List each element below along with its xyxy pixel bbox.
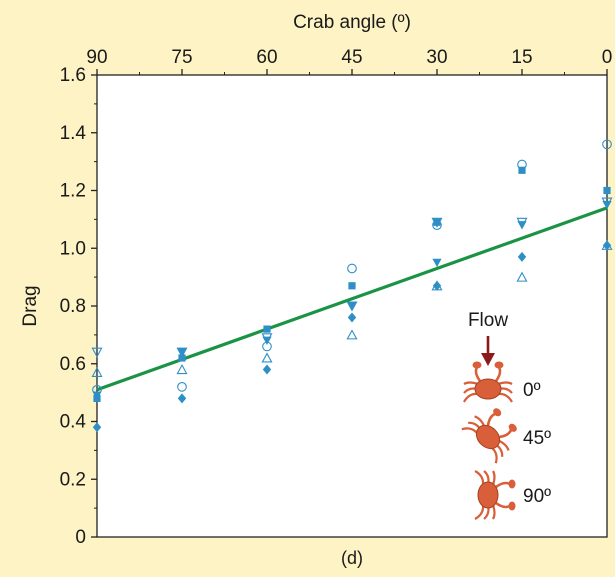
crab-claw [472,361,482,369]
data-point-open-down-triangle [601,197,613,208]
crab-angle-label: 45º [523,428,551,449]
data-point-filled-down-triangle [177,348,187,357]
y-tick-label: 1.4 [60,123,87,144]
data-point-filled-diamond [177,393,187,404]
crab-claw [493,408,502,417]
crab-body [477,481,499,509]
crab-claw [508,479,516,489]
flow-legend: Flow 0º 45º 90º [461,310,551,520]
crab-angle-label: 90º [523,486,551,507]
data-point-open-down-triangle [516,217,528,228]
data-point-filled-diamond [602,240,612,251]
data-point-filled-down-triangle [347,302,357,311]
crab-body [475,424,501,450]
y-tick-label: 1.2 [60,181,86,202]
data-point-filled-diamond [92,422,102,433]
y-tick-labels: 0 0.2 0.4 0.6 0.8 1.0 1.2 1.4 1.6 [60,65,87,548]
crab-angle-label: 0º [523,380,541,401]
data-point-filled-square [348,282,356,290]
y-tick-label: 0 [75,527,86,548]
data-point-open-down-triangle [431,217,443,228]
y-axis-title: Drag [20,285,41,326]
x-tick-labels: 90 75 60 45 30 15 0 [86,47,612,68]
data-point-open-circle [347,263,357,274]
y-tick-label: 1.6 [60,65,86,86]
x-axis-title: Crab angle (º) [293,12,411,33]
data-point-open-up-triangle [91,366,103,377]
data-points [91,139,613,433]
data-point-filled-square [178,354,186,362]
data-point-filled-square [603,186,611,195]
y-tick-label: 0.8 [60,296,86,317]
data-point-filled-diamond [262,364,272,375]
y-tick-label: 0.4 [60,412,87,433]
y-tick-label: 1.0 [60,238,86,259]
x-tick-label: 90 [86,47,107,68]
data-point-open-down-triangle [261,333,273,344]
data-point-open-down-triangle [91,347,103,358]
data-point-filled-square [263,325,271,333]
crab-body [474,378,502,400]
data-point-filled-diamond [347,312,357,323]
x-tick-label: 60 [256,47,277,68]
data-point-open-up-triangle [261,352,273,363]
x-tick-label: 15 [511,47,532,68]
data-point-open-circle [177,382,187,392]
x-tick-label: 75 [171,47,192,68]
data-point-open-up-triangle [346,329,358,340]
data-point-filled-square [433,218,441,226]
data-point-open-up-triangle [516,271,528,282]
crab-claw [494,361,504,369]
y-tick-label: 0.2 [60,469,86,490]
flow-label: Flow [468,310,508,331]
data-point-open-down-triangle [346,301,358,312]
x-tick-label: 45 [341,47,362,68]
data-point-filled-down-triangle [432,258,442,268]
crab-0-icon [463,361,513,403]
crab-90-icon [474,470,516,520]
y-tick-label: 0.6 [60,354,86,375]
x-tick-label: 0 [602,47,613,68]
flow-arrow-head [481,353,495,366]
data-point-filled-down-triangle [92,391,102,400]
x-tick-label: 30 [426,47,447,68]
crab-claw [508,423,517,432]
data-point-filled-diamond [517,251,527,262]
data-point-filled-diamond [432,280,442,291]
crab-45-icon [461,408,517,464]
data-point-open-circle [602,139,612,150]
data-point-open-down-triangle [176,347,188,358]
flow-arrow-icon [481,336,495,366]
data-point-filled-square [518,166,526,174]
chart-caption: (d) [341,548,363,568]
axis-ticks [91,69,608,538]
data-point-open-up-triangle [176,363,188,375]
crab-claw [508,501,516,511]
